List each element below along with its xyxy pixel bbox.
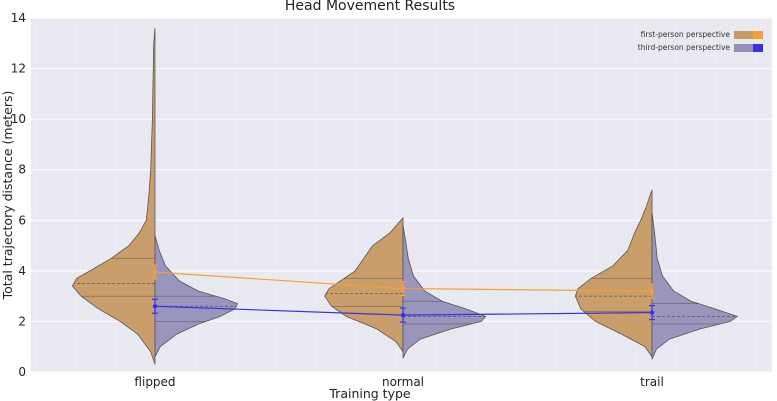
violin-left-normal [324, 217, 404, 354]
chart-title: Head Movement Results [285, 0, 455, 14]
y-axis-label: Total trajectory distance (meters) [0, 91, 15, 301]
y-tick-label: 4 [18, 264, 26, 278]
x-tick-label: flipped [134, 375, 175, 389]
x-tick-label: trail [640, 375, 664, 389]
y-tick-label: 8 [18, 163, 26, 177]
mean-point [400, 286, 406, 291]
violin-right-trail [651, 212, 739, 360]
legend: first-person perspective third-person pe… [638, 30, 763, 52]
y-tick-label: 14 [11, 11, 26, 25]
legend-swatch-first-person-line [753, 31, 763, 39]
violin-right-normal [402, 225, 487, 359]
legend-swatch-third-person-violin [734, 44, 753, 52]
violins [71, 28, 739, 365]
legend-swatch-third-person-line [753, 44, 763, 52]
y-ticks: 0 2 4 6 8 10 12 14 [11, 11, 26, 379]
y-tick-label: 10 [11, 112, 26, 126]
mean-lines [152, 264, 655, 323]
mean-point [152, 269, 158, 275]
legend-label-third-person: third-person perspective [638, 43, 731, 52]
y-tick-label: 0 [18, 365, 26, 379]
y-tick-label: 12 [11, 62, 26, 76]
violin-left-flipped [71, 28, 156, 365]
x-ticks: flipped normal trail [134, 375, 663, 389]
mean-point [649, 310, 655, 315]
legend-swatch-first-person-violin [734, 31, 753, 39]
y-tick-label: 2 [18, 314, 26, 328]
y-tick-label: 6 [18, 213, 26, 227]
legend-label-first-person: first-person perspective [641, 30, 731, 39]
mean-point [400, 312, 406, 318]
mean-point [152, 304, 158, 309]
mean-point [649, 288, 655, 294]
x-tick-label: normal [382, 375, 424, 389]
x-axis-label: Training type [328, 386, 411, 401]
